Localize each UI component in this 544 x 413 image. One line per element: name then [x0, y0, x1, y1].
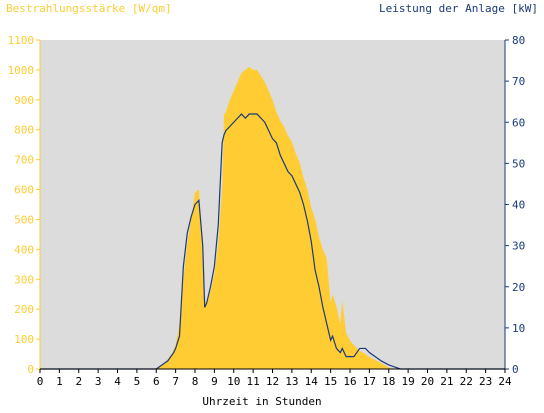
- left-tick-label: 300: [14, 273, 34, 286]
- x-tick-label: 12: [266, 375, 279, 388]
- x-tick-label: 21: [440, 375, 453, 388]
- x-tick-label: 10: [227, 375, 240, 388]
- left-tick-label: 1100: [8, 34, 35, 47]
- x-tick-label: 6: [153, 375, 160, 388]
- left-tick-label: 500: [14, 213, 34, 226]
- left-tick-label: 100: [14, 333, 34, 346]
- x-tick-label: 5: [134, 375, 141, 388]
- x-tick-label: 20: [421, 375, 434, 388]
- series-irradiance-area: [40, 66, 505, 370]
- right-axis-title: Leistung der Anlage [kW]: [379, 2, 538, 15]
- right-tick-label: 20: [512, 281, 525, 294]
- series-power-line: [40, 113, 505, 370]
- axes-layer: 0100200300400500600700800900100011000102…: [8, 34, 526, 388]
- x-axis-title: Uhrzeit in Stunden: [202, 395, 321, 408]
- x-tick-label: 15: [324, 375, 337, 388]
- right-tick-label: 60: [512, 116, 525, 129]
- left-axis-title: Bestrahlungsstärke [W/qm]: [6, 2, 172, 15]
- x-tick-label: 24: [498, 375, 512, 388]
- left-tick-label: 0: [27, 363, 34, 376]
- left-tick-label: 600: [14, 184, 34, 197]
- x-tick-label: 14: [305, 375, 319, 388]
- x-tick-label: 16: [343, 375, 356, 388]
- x-tick-label: 3: [95, 375, 102, 388]
- x-tick-label: 11: [247, 375, 260, 388]
- left-tick-label: 1000: [8, 64, 35, 77]
- left-tick-label: 400: [14, 243, 34, 256]
- left-tick-label: 800: [14, 124, 34, 137]
- right-tick-label: 30: [512, 240, 525, 253]
- series-layer: [40, 66, 505, 370]
- right-tick-label: 50: [512, 157, 525, 170]
- x-tick-label: 17: [363, 375, 376, 388]
- x-tick-label: 13: [285, 375, 298, 388]
- right-tick-label: 10: [512, 322, 525, 335]
- right-tick-label: 40: [512, 199, 525, 212]
- right-tick-label: 80: [512, 34, 525, 47]
- x-tick-label: 18: [382, 375, 395, 388]
- x-tick-label: 1: [56, 375, 63, 388]
- x-tick-label: 19: [402, 375, 415, 388]
- x-tick-label: 0: [37, 375, 44, 388]
- x-tick-label: 7: [172, 375, 179, 388]
- left-tick-label: 700: [14, 154, 34, 167]
- x-tick-label: 22: [460, 375, 473, 388]
- x-tick-label: 4: [114, 375, 121, 388]
- left-tick-label: 200: [14, 303, 34, 316]
- right-tick-label: 70: [512, 75, 525, 88]
- x-tick-label: 9: [211, 375, 218, 388]
- left-tick-label: 900: [14, 94, 34, 107]
- x-tick-label: 23: [479, 375, 492, 388]
- right-tick-label: 0: [512, 363, 519, 376]
- x-tick-label: 2: [75, 375, 82, 388]
- x-tick-label: 8: [192, 375, 199, 388]
